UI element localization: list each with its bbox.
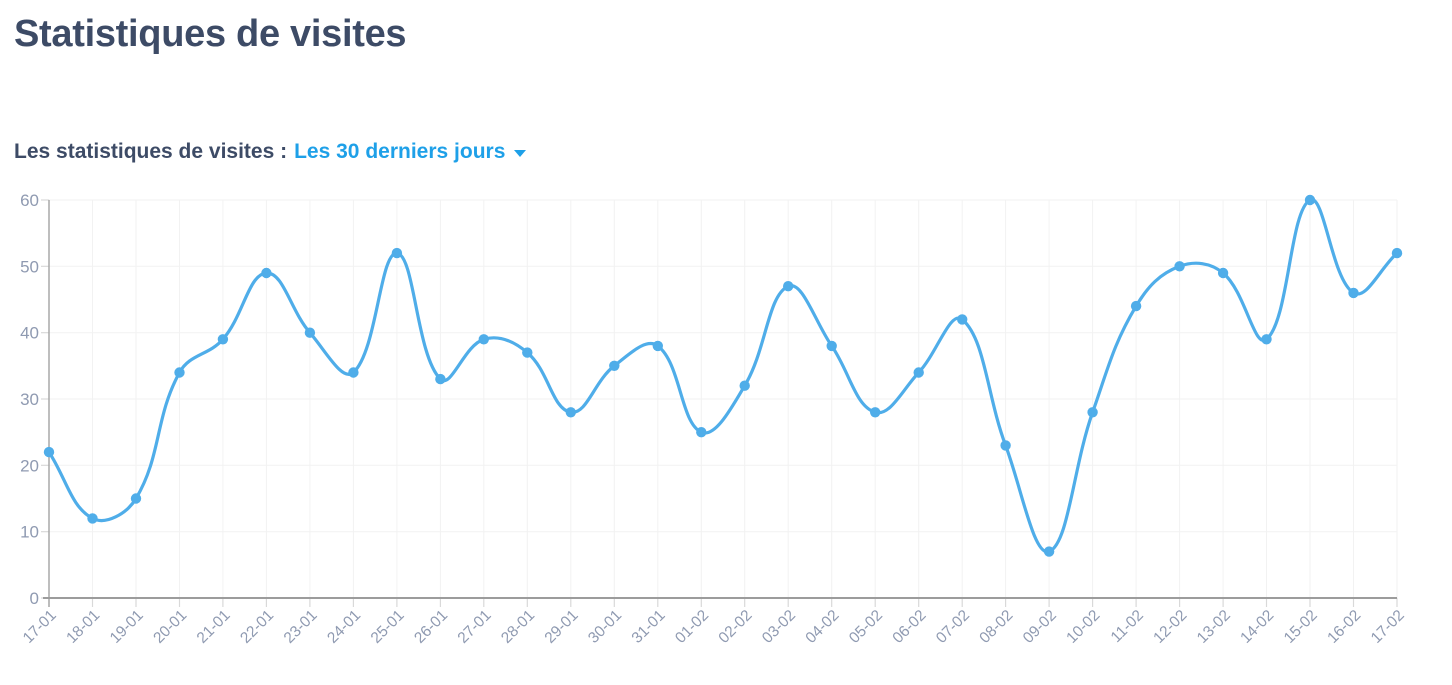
data-point	[783, 281, 794, 292]
x-tick-label: 10-02	[1063, 607, 1103, 647]
x-tick-label: 18-01	[63, 607, 103, 647]
x-tick-label: 20-01	[150, 607, 190, 647]
y-tick-label: 40	[20, 324, 39, 343]
x-tick-label: 19-01	[107, 607, 147, 647]
y-tick-label: 30	[20, 390, 39, 409]
x-tick-label: 16-02	[1324, 607, 1364, 647]
x-tick-label: 23-01	[281, 607, 321, 647]
line-chart-canvas: 0 10 20 30 40 50 60 17-01 18-01 19-01 20-01 21-01 22…	[20, 191, 1408, 647]
x-tick-label: 15-02	[1281, 607, 1321, 647]
visits-line-chart: 0 10 20 30 40 50 60 17-01 18-01 19-01 20-01 21-01 22…	[0, 185, 1452, 673]
data-point	[1261, 334, 1272, 345]
data-point	[1087, 407, 1098, 418]
y-tick-label: 20	[20, 456, 39, 475]
data-point	[478, 334, 489, 345]
data-point	[1043, 546, 1055, 557]
data-point	[565, 407, 576, 418]
visits-stats-page: Statistiques de visites Les statistiques…	[0, 12, 1452, 685]
x-tick-label: 26-01	[411, 607, 451, 647]
data-point	[609, 360, 620, 371]
data-point	[870, 407, 881, 418]
y-tick-label: 50	[20, 257, 39, 276]
x-tick-label: 13-02	[1194, 607, 1234, 647]
chart-subtitle: Les statistiques de visites : Les 30 der…	[14, 140, 1452, 164]
x-tick-label: 28-01	[498, 607, 538, 647]
x-tick-label: 12-02	[1150, 607, 1190, 647]
x-tick-label: 08-02	[976, 607, 1016, 647]
x-tick-label: 06-02	[889, 607, 929, 647]
y-tick-label: 0	[30, 589, 39, 608]
x-tick-label: 03-02	[759, 607, 799, 647]
data-point	[435, 373, 446, 385]
page-title: Statistiques de visites	[14, 13, 407, 55]
x-tick-label: 29-01	[542, 607, 582, 647]
data-point	[957, 314, 968, 325]
x-tick-label: 21-01	[194, 607, 234, 647]
x-tick-label: 17-01	[20, 607, 60, 647]
data-point	[348, 367, 359, 378]
x-tick-label: 27-01	[455, 607, 495, 647]
x-tick-label: 02-02	[715, 607, 755, 647]
data-point	[1000, 440, 1011, 451]
data-point	[217, 334, 229, 345]
data-point	[1304, 194, 1316, 206]
x-tick-label: 17-02	[1368, 607, 1408, 647]
data-point	[913, 367, 924, 378]
data-point	[1217, 267, 1229, 279]
x-tick-label: 11-02	[1108, 607, 1147, 646]
x-tick-label: 25-01	[368, 607, 408, 647]
series-line	[47, 198, 1399, 554]
data-point	[696, 427, 707, 438]
x-tick-label: 31-01	[629, 607, 669, 647]
y-tick-label: 10	[20, 523, 39, 542]
subtitle-label: Les statistiques de visites :	[14, 140, 288, 163]
date-range-value: Les 30 derniers jours	[294, 140, 506, 163]
data-point	[261, 267, 272, 279]
data-point	[130, 493, 142, 504]
data-point	[43, 446, 55, 458]
data-point	[652, 340, 663, 352]
data-point	[1391, 247, 1403, 259]
data-point	[391, 247, 403, 259]
x-tick-label: 05-02	[846, 607, 886, 647]
x-tick-label: 01-02	[672, 607, 712, 647]
data-point	[174, 367, 185, 378]
date-range-dropdown[interactable]: Les 30 derniers jours	[294, 140, 527, 164]
x-tick-label: 04-02	[802, 607, 842, 647]
x-tick-label: 07-02	[933, 607, 973, 647]
data-point	[826, 340, 837, 352]
y-tick-label: 60	[20, 191, 39, 210]
x-tick-label: 09-02	[1020, 607, 1060, 647]
x-tick-label: 30-01	[585, 607, 625, 647]
x-tick-label: 14-02	[1237, 607, 1277, 647]
data-point	[87, 513, 98, 524]
data-point	[1348, 287, 1359, 299]
x-tick-label: 22-01	[237, 607, 277, 647]
data-point	[1174, 261, 1185, 272]
data-point	[1130, 300, 1142, 312]
data-point	[304, 327, 316, 338]
x-tick-label: 24-01	[324, 607, 364, 647]
data-point	[739, 380, 750, 391]
data-point	[522, 347, 533, 358]
chevron-down-icon	[514, 150, 527, 157]
